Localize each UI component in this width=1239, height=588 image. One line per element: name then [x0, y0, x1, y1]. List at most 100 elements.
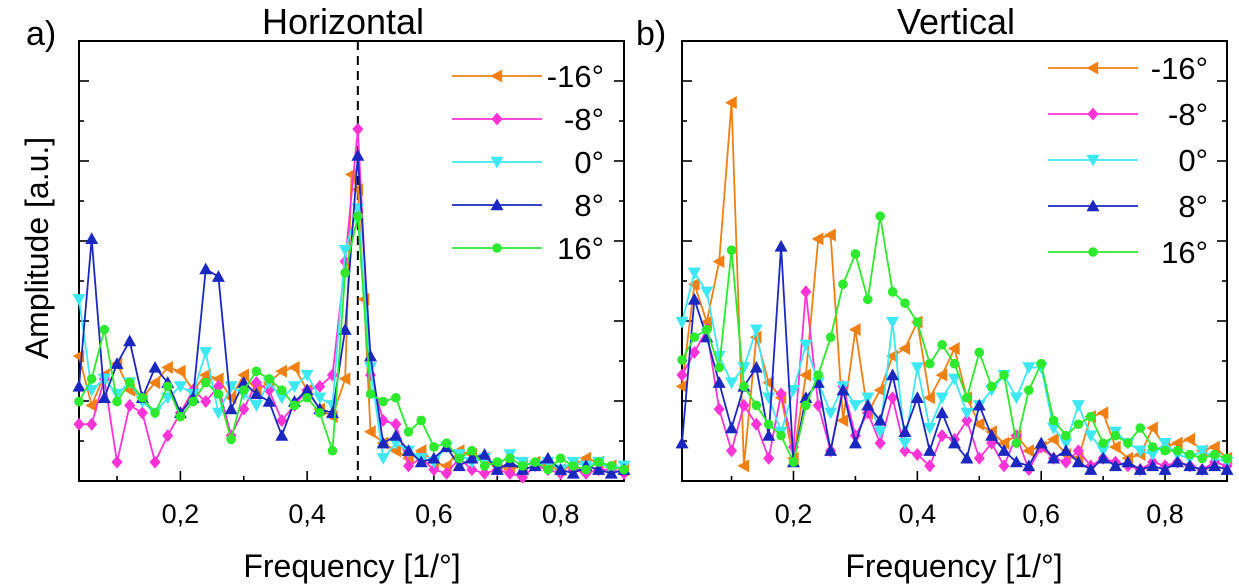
- panel-a-data-point: [414, 455, 428, 468]
- panel-a-data-point: [211, 270, 225, 282]
- panel-b-data-point: [700, 315, 712, 329]
- panel-b-data-point: [1133, 463, 1147, 475]
- panel-b-legend-marker: [1088, 247, 1098, 257]
- panel-a-data-point: [199, 368, 211, 382]
- panel-a-data-point: [504, 466, 516, 480]
- panel-a-data-point: [162, 429, 174, 443]
- panel-b-data-point: [1024, 385, 1034, 395]
- panel-a-data-point: [249, 400, 263, 412]
- panel-b-data-point: [1048, 415, 1059, 426]
- panel-b-data-point: [675, 379, 688, 393]
- panel-a-plot-frame: [78, 40, 625, 482]
- panel-b-data-point: [689, 332, 700, 343]
- panel-b-data-point: [997, 436, 1010, 450]
- panel-b-data-point: [1060, 455, 1072, 469]
- panel-a-data-point: [199, 347, 213, 359]
- panel-a-data-point: [161, 360, 173, 374]
- panel-a-data-point: [517, 461, 528, 471]
- panel-a-data-point: [111, 455, 123, 469]
- panel-b-data-point: [999, 370, 1009, 380]
- panel-b-data-point: [1170, 455, 1184, 468]
- panel-a-data-point: [173, 364, 186, 378]
- panel-b-data-point: [936, 429, 948, 443]
- panel-a-data-point: [604, 466, 618, 479]
- panel-a-data-point: [389, 429, 403, 441]
- panel-b-data-point: [848, 323, 861, 337]
- panel-b-data-point: [1059, 437, 1073, 450]
- panel-b-legend-label: 8°: [1178, 189, 1208, 224]
- panel-b-letter: b): [636, 15, 666, 53]
- panel-b-data-point: [1160, 445, 1170, 456]
- panel-b-data-point: [861, 398, 875, 411]
- panel-a-series-group: [72, 122, 631, 484]
- panel-b-series: [677, 211, 1232, 467]
- panel-b-data-point: [997, 444, 1011, 456]
- panel-a-data-point: [429, 442, 439, 452]
- panel-a-data-point: [264, 374, 274, 384]
- panel-b-data-point: [875, 211, 885, 221]
- panel-a-data-point: [606, 461, 617, 471]
- panel-a-data-point: [566, 466, 580, 479]
- panel-a-legend-marker: [492, 243, 502, 253]
- panel-a-data-point: [148, 376, 161, 390]
- panel-b-data-point: [687, 292, 701, 305]
- panel-b-data-point: [726, 444, 738, 458]
- panel-a-data-point: [492, 457, 503, 467]
- panel-b-data-point: [799, 391, 813, 403]
- panel-a-legend-label: 0°: [574, 145, 604, 180]
- panel-a-data-point: [416, 415, 427, 426]
- panel-b-data-point: [948, 342, 960, 356]
- panel-a-data-point: [568, 461, 579, 471]
- panel-a-legend-label: -8°: [564, 102, 604, 137]
- panel-a-data-point: [327, 445, 338, 456]
- panel-b-data-point: [714, 362, 724, 373]
- panel-a-data-point: [543, 464, 553, 475]
- panel-a-data-point: [276, 385, 287, 395]
- panel-b-data-point: [972, 398, 986, 411]
- panel-b-data-point: [749, 360, 763, 373]
- panel-b-data-point: [1185, 449, 1195, 460]
- panel-a-data-point: [74, 396, 84, 407]
- panel-b-data-point: [1172, 445, 1183, 456]
- panel-a-data-point: [352, 122, 364, 136]
- panel-b-plot-frame: [681, 40, 1228, 482]
- panel-b-data-point: [739, 381, 749, 392]
- panel-b-data-point: [1109, 459, 1123, 472]
- panel-a-x-axis-label: Frequency [1/°]: [243, 548, 460, 584]
- panel-b-data-point: [1195, 445, 1209, 458]
- panel-b-data-point: [1109, 440, 1121, 454]
- panel-a-data-point: [315, 408, 325, 418]
- panel-a-data-point: [123, 334, 137, 347]
- panel-b-data-point: [675, 436, 689, 449]
- panel-a-data-point: [300, 369, 314, 382]
- panel-a-legend-label: 8°: [574, 188, 604, 223]
- panel-a-data-point: [313, 392, 327, 405]
- panel-a-data-point: [287, 360, 300, 374]
- panel-b-data-point: [726, 245, 737, 255]
- panel-a-data-point: [428, 463, 440, 477]
- panel-b-data-point: [898, 425, 912, 438]
- panel-b-data-point: [972, 417, 985, 431]
- panel-b-data-point: [1146, 449, 1160, 462]
- panel-b-data-point: [1170, 436, 1183, 450]
- panel-horizontal: a) Horizontal 0,2 0,4 0,6 0,8 -16° -8° 0° 8° 16…: [19, 1, 631, 584]
- panel-b-series-line: [681, 215, 1228, 463]
- panel-b-data-point: [974, 347, 985, 358]
- panel-b-data-point: [960, 407, 974, 420]
- panel-a-data-point: [592, 463, 606, 475]
- panel-b-data-point: [1208, 440, 1220, 454]
- panel-a-data-point: [238, 402, 250, 416]
- panel-b-data-point: [848, 400, 862, 412]
- panel-b-data-point: [924, 459, 936, 473]
- panel-b-data-point: [1123, 438, 1133, 448]
- panel-b-data-point: [861, 392, 875, 405]
- panel-a-data-point: [124, 398, 136, 412]
- panel-a-data-point: [619, 464, 629, 475]
- panel-b-data-point: [1195, 463, 1209, 475]
- panel-b-legend-marker: [1086, 199, 1100, 212]
- panel-b-data-point: [1071, 455, 1085, 468]
- panel-b-data-point: [1133, 445, 1147, 458]
- panel-b-data-point: [937, 339, 947, 350]
- panel-b-data-point: [886, 368, 900, 381]
- panel-b-data-point: [1059, 444, 1073, 456]
